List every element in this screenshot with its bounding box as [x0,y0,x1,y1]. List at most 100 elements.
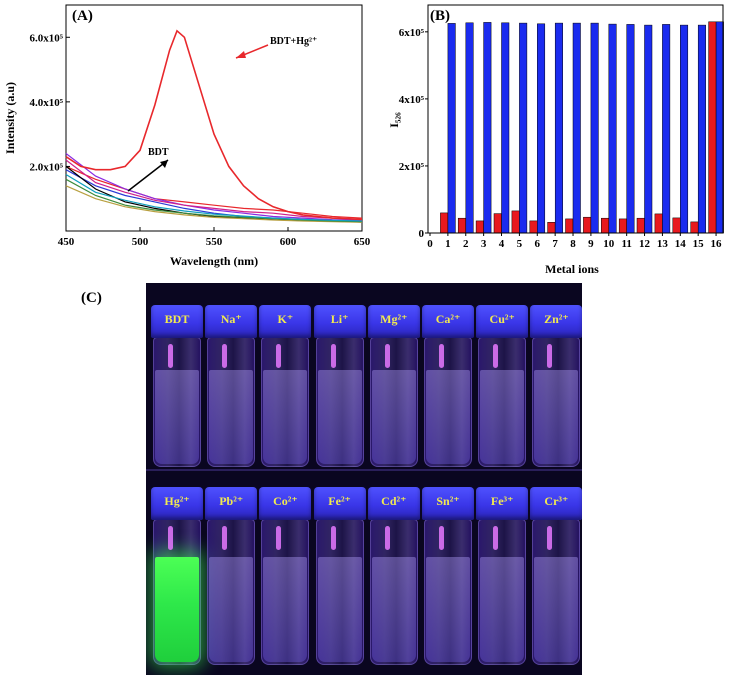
bar-blue [608,23,617,234]
fluorescent-solution [155,556,199,662]
vial-cap: Hg²⁺ [151,487,203,520]
vial-cap: Ca²⁺ [422,305,474,338]
y-tick-label-b: 2x10⁵ [399,161,425,173]
x-tick-label-b: 3 [481,238,487,250]
vial-cap: Cu²⁺ [476,305,529,338]
vial-solution [371,556,416,662]
glass-reflection [168,526,173,550]
plot-area-a [65,4,363,232]
bar-red [690,221,699,234]
x-tick-label-b: 14 [675,238,687,250]
y-tick-label-b: 6x10⁵ [399,27,425,39]
y-tick-label-b: 4x10⁵ [399,94,425,106]
vial-cap: Cr³⁺ [530,487,582,520]
glass-reflection [168,344,173,368]
glass-reflection [547,526,553,550]
vial-glass [532,519,581,665]
glass-reflection [384,526,390,550]
series-line-6 [65,185,363,223]
bar-blue [680,24,689,234]
vial-solution [209,370,254,464]
bar-red [636,217,645,234]
vial-1-0: Hg²⁺ [151,487,203,665]
panel-label-b: (B) [430,8,450,24]
spectra-chart: 450 500 550 600 650 2.0x10⁵ 4.0x10⁵ 6.0x10⁵ Wa… [3,4,370,268]
x-tick-label-b: 7 [552,238,558,250]
vial-glass [369,337,418,467]
bar-blue [483,22,492,234]
arrowhead-bdt [160,160,168,168]
x-tick-label-a: 450 [58,236,75,248]
x-tick-label-a: 550 [206,236,223,248]
bar-blue [519,22,528,234]
bar-red [672,217,681,234]
panel-label-c: (C) [81,290,102,306]
bar-red [565,218,574,234]
vial-solution [371,370,416,464]
vial-label: Hg²⁺ [164,494,190,508]
glass-reflection [547,344,553,368]
glass-reflection [439,526,444,550]
vial-0-1: Na⁺ [205,305,258,467]
y-tick-label-a: 2.0x10⁵ [29,161,63,173]
x-axis-title-a: Wavelength (nm) [170,254,258,268]
vial-label: Fe²⁺ [328,494,351,508]
vial-cap: Fe³⁺ [476,487,529,520]
y-ticks-b: 0 2x10⁵ 4x10⁵ 6x10⁵ [399,27,428,240]
vial-cap: Co²⁺ [259,487,312,520]
vial-glass [424,337,472,467]
bars-group-b [440,21,724,234]
bar-red [511,210,520,234]
x-tick-label-b: 12 [639,238,651,250]
x-axis-title-b: Metal ions [545,262,599,276]
vial-label: BDT [164,312,190,326]
x-tick-label-b: 0 [427,238,433,250]
x-tick-label-a: 650 [354,236,370,248]
vial-glass [315,337,364,467]
bar-blue [626,24,635,234]
vial-solution [534,556,579,662]
x-tick-label-b: 6 [535,238,541,250]
vial-label: Cu²⁺ [489,312,515,326]
vial-glass [207,337,256,467]
vial-solution [480,370,525,464]
vial-glass [261,519,310,665]
vial-label: Co²⁺ [273,494,298,508]
series-line-2 [65,153,363,221]
glass-reflection [384,344,390,368]
vial-solution [480,556,525,662]
y-axis-title-a: Intensity (a.u) [3,82,17,154]
series-group-a [65,29,363,223]
glass-reflection [222,526,228,550]
y-ticks-a: 2.0x10⁵ 4.0x10⁵ 6.0x10⁵ [29,32,70,173]
x-ticks-b: 0 1 2 3 4 5 6 7 8 9 10 11 12 13 14 15 16 [427,233,722,250]
bar-blue [662,24,671,234]
vial-label: Pb²⁺ [219,494,244,508]
vial-cap: Cd²⁺ [367,487,420,520]
vial-glass [153,337,201,467]
x-tick-label-b: 1 [445,238,451,250]
bar-red [440,212,449,234]
bar-blue [501,22,510,234]
vial-solution [263,556,308,662]
x-tick-label-b: 9 [588,238,594,250]
bar-blue [447,23,456,234]
series-line-7 [65,178,363,223]
plot-frame-a [65,4,363,232]
vial-solution [426,556,470,662]
plot-area-b [427,4,724,234]
x-tick-label-b: 5 [517,238,523,250]
vial-cap: Mg²⁺ [367,305,420,338]
bar-blue [537,23,546,234]
row-divider [146,469,582,471]
annotation-bdt: BDT [127,147,169,192]
vial-label: Ca²⁺ [435,312,461,326]
bar-chart: 0 1 2 3 4 5 6 7 8 9 10 11 12 13 14 15 16 02x10⁵4x10⁵6x10… [388,4,724,276]
vial-label: Cd²⁺ [381,494,407,508]
vial-label: K⁺ [277,312,294,326]
vial-solution [534,370,579,464]
x-tick-label-b: 4 [499,238,505,250]
vial-0-6: Cu²⁺ [476,305,529,467]
y-tick-label-a: 6.0x10⁵ [29,32,63,44]
arrowhead-hg [236,51,246,58]
